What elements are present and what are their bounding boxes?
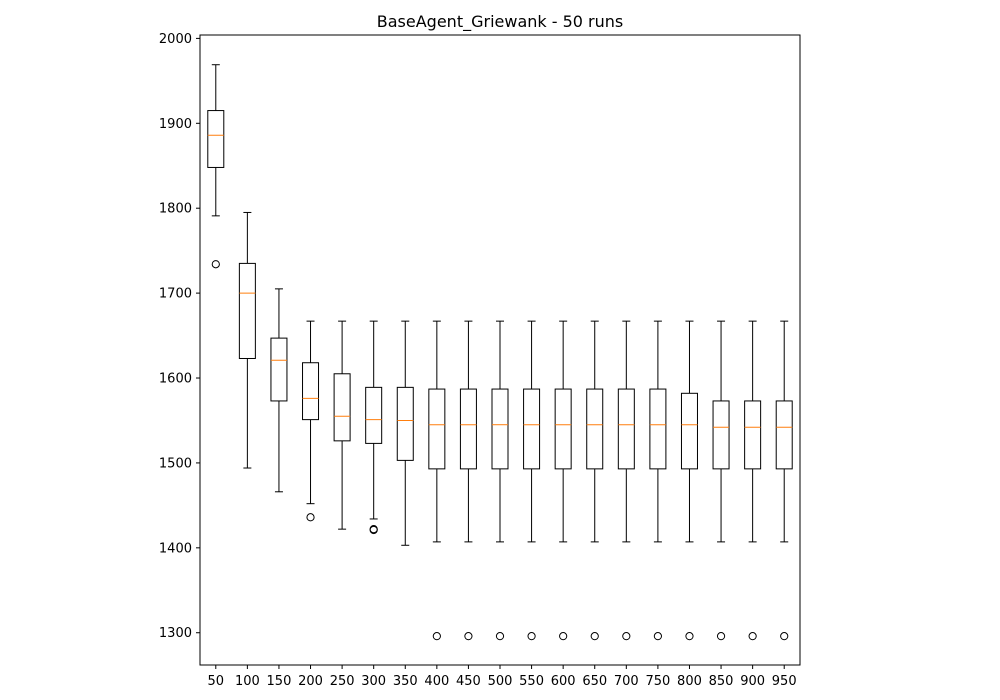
box-iqr	[333, 373, 351, 442]
outlier-point	[748, 632, 757, 641]
outlier-point	[464, 632, 473, 641]
box-iqr	[554, 388, 572, 470]
chart-marks	[207, 64, 793, 641]
box-iqr	[491, 388, 509, 470]
y-tick-label: 1400	[159, 541, 192, 556]
outlier-point	[306, 513, 315, 522]
box-300	[365, 320, 383, 535]
box-iqr	[586, 388, 604, 470]
x-tick-label: 650	[582, 674, 607, 689]
box-iqr	[207, 110, 225, 168]
box-200	[302, 320, 320, 522]
x-tick-label: 900	[740, 674, 765, 689]
box-550	[523, 320, 541, 641]
outlier-point	[590, 632, 599, 641]
outlier-point	[432, 632, 441, 641]
x-tick-label: 300	[361, 674, 386, 689]
x-tick-label: 800	[677, 674, 702, 689]
outlier-point	[527, 632, 536, 641]
box-iqr	[428, 388, 446, 470]
chart-title: BaseAgent_Griewank - 50 runs	[377, 12, 623, 32]
outlier-point	[559, 632, 568, 641]
x-tick-label: 50	[208, 674, 225, 689]
outlier-point	[369, 525, 378, 534]
y-axis: 1300 1400 1500 1600 1700 1800 1900 2000	[159, 32, 200, 641]
y-tick-label: 1300	[159, 626, 192, 641]
box-iqr	[680, 392, 698, 470]
y-tick-label: 2000	[159, 32, 192, 47]
box-iqr	[712, 400, 730, 470]
box-iqr	[270, 337, 288, 402]
box-iqr	[459, 388, 477, 470]
outlier-point	[622, 632, 631, 641]
x-tick-label: 200	[298, 674, 323, 689]
x-tick-label: 600	[551, 674, 576, 689]
box-iqr	[365, 386, 383, 444]
x-tick-label: 550	[519, 674, 544, 689]
box-50	[207, 64, 225, 269]
x-tick-label: 400	[424, 674, 449, 689]
box-iqr	[617, 388, 635, 470]
x-tick-label: 350	[393, 674, 418, 689]
outlier-point	[780, 632, 789, 641]
box-iqr	[302, 362, 320, 421]
box-350	[396, 320, 414, 546]
box-450	[459, 320, 477, 641]
box-500	[491, 320, 509, 641]
box-400	[428, 320, 446, 641]
x-tick-label: 150	[267, 674, 292, 689]
box-750	[649, 320, 667, 641]
x-tick-label: 850	[709, 674, 734, 689]
box-iqr	[523, 388, 541, 470]
box-150	[270, 288, 288, 493]
box-iqr	[649, 388, 667, 470]
box-iqr	[396, 386, 414, 461]
y-tick-label: 1700	[159, 287, 192, 302]
x-tick-label: 750	[645, 674, 670, 689]
outlier-point	[653, 632, 662, 641]
box-600	[554, 320, 572, 641]
x-tick-label: 700	[614, 674, 639, 689]
plot-area-frame	[199, 34, 801, 666]
x-tick-label: 950	[772, 674, 797, 689]
outlier-point	[211, 260, 220, 269]
box-900	[744, 320, 762, 641]
y-tick-label: 1500	[159, 456, 192, 471]
box-650	[586, 320, 604, 641]
box-800	[680, 320, 698, 641]
outlier-point	[495, 632, 505, 641]
outlier-point	[716, 632, 726, 641]
y-tick-label: 1900	[159, 117, 192, 132]
box-iqr	[775, 400, 793, 470]
box-700	[617, 320, 635, 641]
box-950	[775, 320, 793, 641]
box-850	[712, 320, 730, 641]
x-tick-label: 500	[488, 674, 513, 689]
y-tick-label: 1600	[159, 372, 192, 387]
box-iqr	[238, 262, 256, 359]
box-250	[333, 320, 351, 530]
outlier-point	[685, 632, 694, 641]
x-tick-label: 250	[330, 674, 355, 689]
x-tick-label: 450	[456, 674, 481, 689]
box-iqr	[744, 400, 762, 470]
y-tick-label: 1800	[159, 202, 192, 217]
x-axis: 50 100 150 200 250 300 350 400 450 500 550 600 650 70…	[208, 665, 797, 689]
box-100	[238, 211, 256, 469]
x-tick-label: 100	[235, 674, 260, 689]
